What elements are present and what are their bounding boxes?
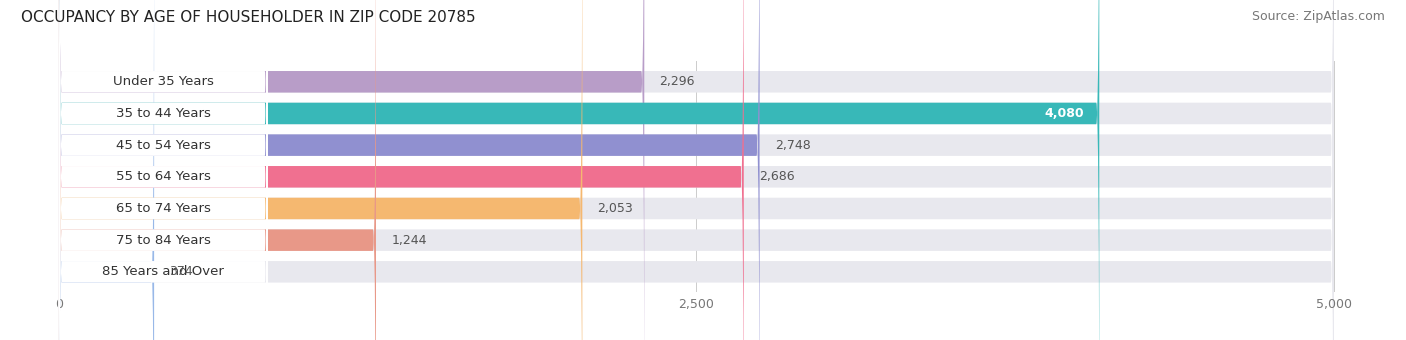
Text: 4,080: 4,080 — [1045, 107, 1084, 120]
Text: 75 to 84 Years: 75 to 84 Years — [115, 234, 211, 246]
FancyBboxPatch shape — [59, 0, 1334, 340]
Text: 55 to 64 Years: 55 to 64 Years — [115, 170, 211, 183]
Text: Source: ZipAtlas.com: Source: ZipAtlas.com — [1251, 10, 1385, 23]
FancyBboxPatch shape — [59, 0, 744, 340]
FancyBboxPatch shape — [59, 0, 269, 340]
Text: 45 to 54 Years: 45 to 54 Years — [115, 139, 211, 152]
Text: 374: 374 — [169, 265, 193, 278]
FancyBboxPatch shape — [59, 0, 582, 340]
FancyBboxPatch shape — [59, 0, 1334, 340]
FancyBboxPatch shape — [59, 0, 269, 340]
FancyBboxPatch shape — [59, 0, 644, 340]
FancyBboxPatch shape — [59, 0, 375, 340]
FancyBboxPatch shape — [59, 0, 759, 340]
FancyBboxPatch shape — [59, 0, 1334, 340]
Text: 35 to 44 Years: 35 to 44 Years — [115, 107, 211, 120]
Text: 2,053: 2,053 — [598, 202, 633, 215]
FancyBboxPatch shape — [59, 0, 1334, 340]
FancyBboxPatch shape — [59, 0, 1334, 340]
FancyBboxPatch shape — [59, 0, 269, 340]
FancyBboxPatch shape — [59, 0, 269, 340]
FancyBboxPatch shape — [59, 0, 1334, 340]
FancyBboxPatch shape — [59, 0, 269, 340]
Text: Under 35 Years: Under 35 Years — [112, 75, 214, 88]
FancyBboxPatch shape — [59, 0, 269, 340]
FancyBboxPatch shape — [59, 0, 269, 340]
Text: 1,244: 1,244 — [391, 234, 427, 246]
Text: 2,748: 2,748 — [775, 139, 811, 152]
Text: OCCUPANCY BY AGE OF HOUSEHOLDER IN ZIP CODE 20785: OCCUPANCY BY AGE OF HOUSEHOLDER IN ZIP C… — [21, 10, 475, 25]
FancyBboxPatch shape — [59, 0, 1099, 340]
Text: 2,296: 2,296 — [659, 75, 695, 88]
Text: 85 Years and Over: 85 Years and Over — [103, 265, 224, 278]
FancyBboxPatch shape — [59, 0, 155, 340]
FancyBboxPatch shape — [59, 0, 1334, 340]
Text: 2,686: 2,686 — [759, 170, 794, 183]
Text: 65 to 74 Years: 65 to 74 Years — [115, 202, 211, 215]
